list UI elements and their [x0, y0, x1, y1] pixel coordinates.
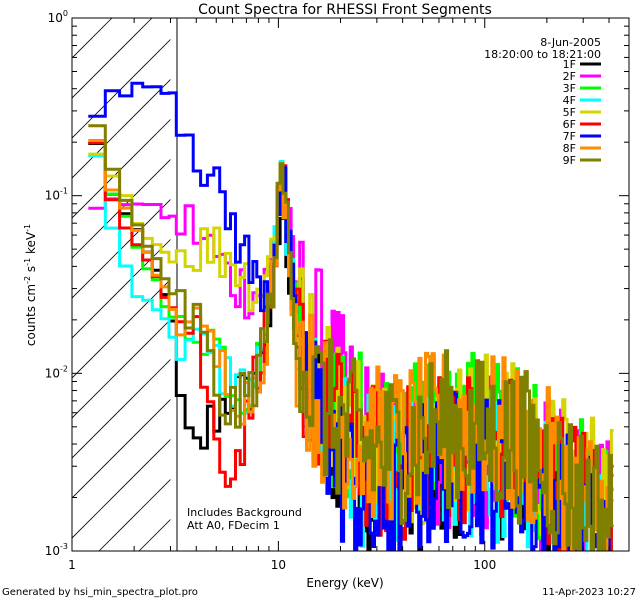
chart-title: Count Spectra for RHESSI Front Segments [198, 2, 492, 18]
legend-label-9F: 9F [563, 154, 576, 167]
y-tick-label: 100 [48, 9, 68, 25]
series-9F-line [88, 124, 614, 551]
time-range-label: 18:20:00 to 18:21:00 [484, 48, 601, 61]
y-tick-label: 10-2 [45, 364, 68, 380]
legend-label-5F: 5F [563, 106, 576, 119]
x-tick-label: 100 [473, 558, 496, 572]
y-axis: 10-3 10-2 10-1 100 [45, 9, 629, 558]
series-group [88, 81, 614, 551]
generated-by-footer: Generated by hsi_min_spectra_plot.pro [2, 587, 198, 598]
legend-label-3F: 3F [563, 82, 576, 95]
y-tick-label: 10-1 [45, 187, 68, 203]
x-tick-label: 1 [68, 558, 76, 572]
legend-label-7F: 7F [563, 130, 576, 143]
x-tick-label: 10 [271, 558, 286, 572]
y-axis-label: counts cm-2 s-1 keV-1 [23, 224, 38, 346]
legend-label-4F: 4F [563, 94, 576, 107]
annotation-attenuator: Att A0, FDecim 1 [187, 519, 280, 532]
x-axis-label: Energy (keV) [306, 576, 383, 590]
y-tick-label: 10-3 [45, 542, 68, 558]
timestamp-footer: 11-Apr-2023 10:27 [542, 587, 636, 598]
legend-label-1F: 1F [563, 58, 576, 71]
date-label: 8-Jun-2005 [540, 36, 601, 49]
annotation-background: Includes Background [187, 506, 302, 519]
legend-label-6F: 6F [563, 118, 576, 131]
legend-label-2F: 2F [563, 70, 576, 83]
legend-label-8F: 8F [563, 142, 576, 155]
plot-frame [71, 17, 630, 552]
x-axis: 1 10 100 [68, 18, 630, 572]
